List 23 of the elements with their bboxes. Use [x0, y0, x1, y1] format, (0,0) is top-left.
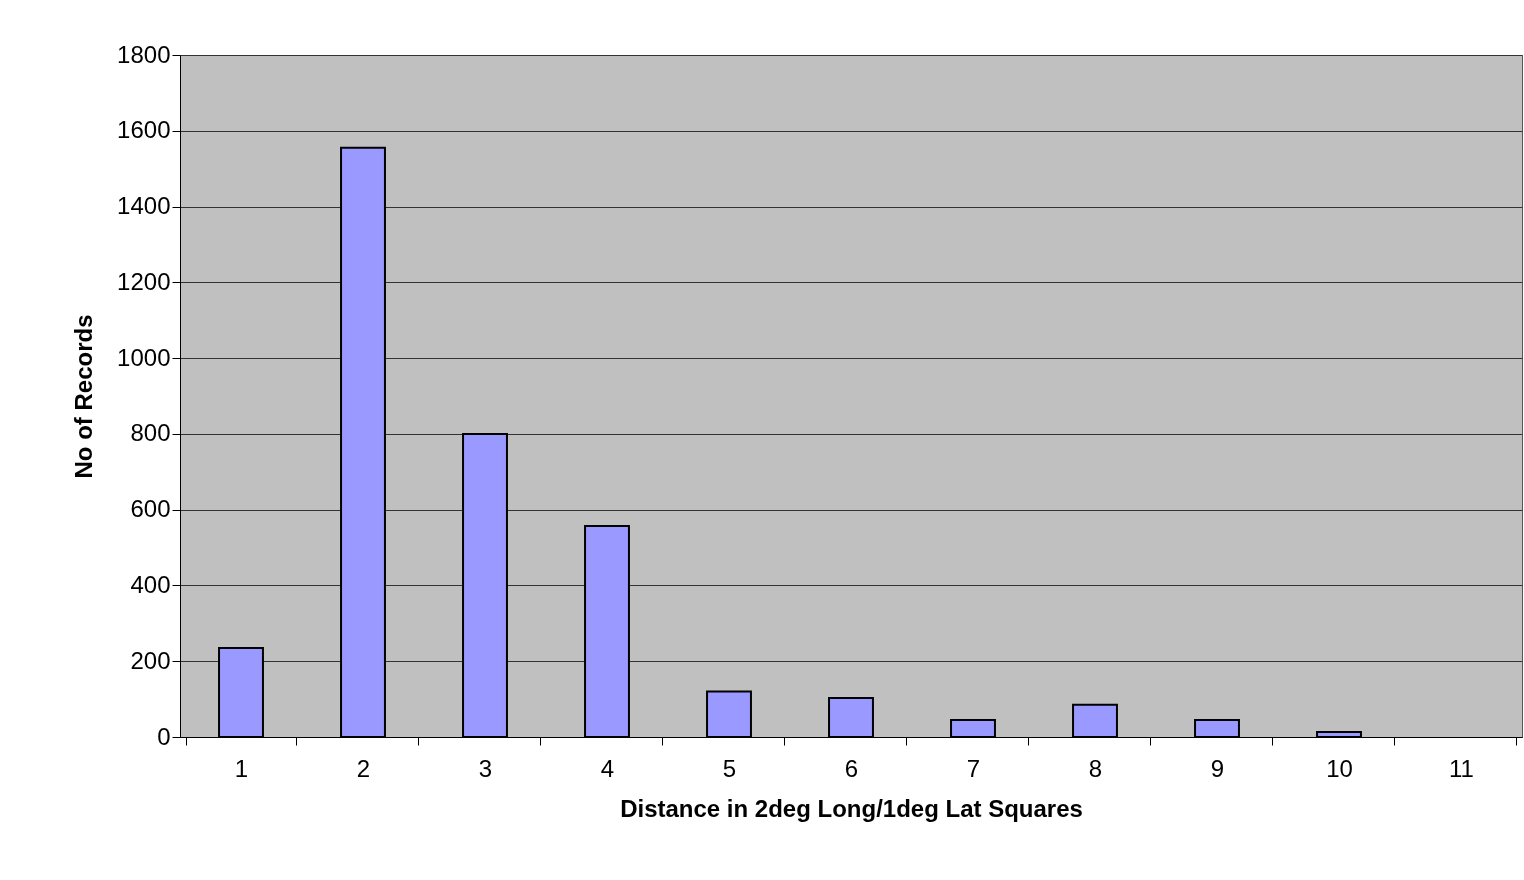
x-tick-label: 10 [1326, 754, 1353, 782]
x-tick-label: 7 [966, 754, 981, 782]
y-tick-label: 0 [157, 722, 171, 750]
x-tick-label: 11 [1449, 754, 1474, 782]
y-tick-label: 1400 [117, 192, 171, 220]
y-tick-label: 1800 [117, 40, 171, 68]
x-axis-title: Distance in 2deg Long/1deg Lat Squares [620, 794, 1083, 822]
x-tick-label: 6 [844, 754, 859, 782]
x-tick-label: 3 [478, 754, 493, 782]
x-tick-label: 5 [722, 754, 737, 782]
x-tick-label: 9 [1210, 754, 1225, 782]
x-tick-label: 4 [600, 754, 615, 782]
x-tick-label: 8 [1088, 754, 1103, 782]
y-axis-title: No of Records [70, 314, 98, 479]
x-tick-label: 2 [356, 754, 371, 782]
y-tick-label: 1000 [117, 343, 171, 371]
y-tick-label: 800 [130, 419, 171, 447]
x-tick-label: 1 [234, 754, 249, 782]
y-tick-label: 1600 [117, 116, 171, 144]
y-tick-label: 1200 [117, 267, 171, 295]
y-tick-label: 600 [130, 495, 171, 523]
y-tick-label: 200 [130, 646, 171, 674]
y-tick-label: 400 [130, 570, 171, 598]
